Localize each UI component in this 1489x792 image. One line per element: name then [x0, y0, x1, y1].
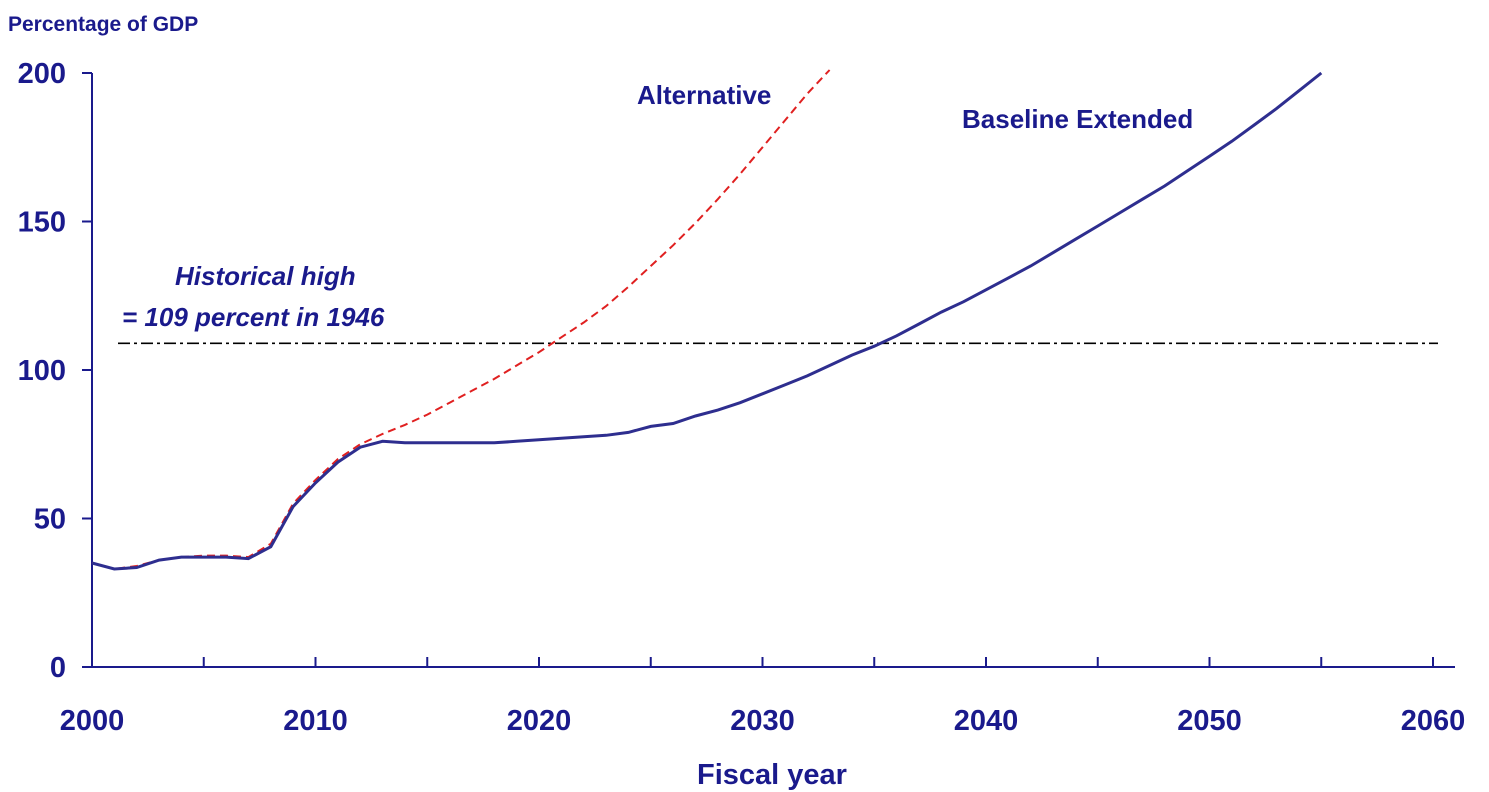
y-tick-label: 100 — [18, 355, 66, 387]
series-baseline-extended-line — [91, 71, 1323, 571]
annotation-historical-high: Historical high — [175, 261, 356, 291]
annotation-alternative: Alternative — [637, 80, 771, 110]
y-tick-label: 200 — [18, 58, 66, 90]
y-ticks: 0 50 100 150 200 — [18, 58, 92, 684]
annotation-historical-value: = 109 percent in 1946 — [122, 302, 385, 332]
x-tick-label: 2030 — [730, 705, 795, 737]
x-tick-label: 2050 — [1177, 705, 1242, 737]
axes — [91, 73, 1455, 668]
y-tick-label: 150 — [18, 207, 66, 239]
x-tick-label: 2000 — [60, 705, 125, 737]
x-tick-label: 2010 — [283, 705, 348, 737]
annotation-baseline-extended: Baseline Extended — [962, 104, 1193, 134]
x-tick-label: 2060 — [1401, 705, 1466, 737]
y-tick-label: 0 — [50, 652, 66, 684]
y-axis-label: Percentage of GDP — [8, 13, 198, 36]
x-tick-label: 2020 — [507, 705, 572, 737]
x-axis-label: Fiscal year — [697, 759, 847, 791]
x-tick-label: 2040 — [954, 705, 1019, 737]
y-tick-label: 50 — [34, 504, 66, 536]
x-ticks: 2000 2010 2020 2030 2040 2050 2060 — [60, 657, 1466, 737]
